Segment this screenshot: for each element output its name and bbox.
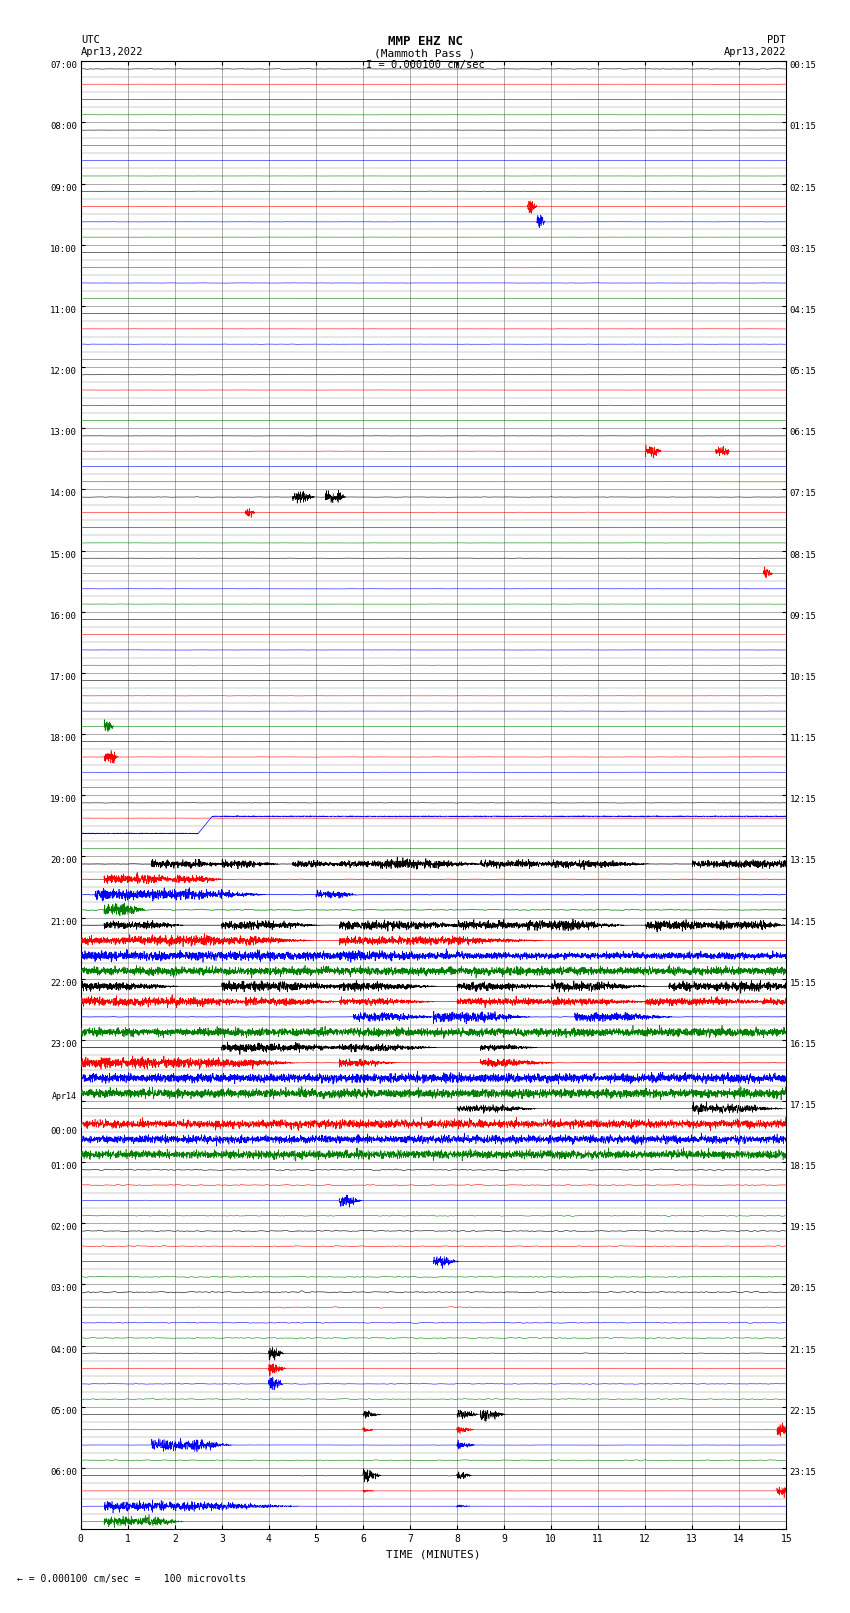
Text: 15:00: 15:00	[50, 550, 77, 560]
Text: 01:15: 01:15	[790, 123, 817, 131]
Text: 22:00: 22:00	[50, 979, 77, 987]
Text: 13:15: 13:15	[790, 857, 817, 865]
Text: Apr13,2022: Apr13,2022	[81, 47, 144, 56]
X-axis label: TIME (MINUTES): TIME (MINUTES)	[386, 1550, 481, 1560]
Text: 12:15: 12:15	[790, 795, 817, 805]
Text: 08:00: 08:00	[50, 123, 77, 131]
Text: 18:00: 18:00	[50, 734, 77, 744]
Text: 04:15: 04:15	[790, 306, 817, 315]
Text: 07:00: 07:00	[50, 61, 77, 71]
Text: 11:00: 11:00	[50, 306, 77, 315]
Text: 00:15: 00:15	[790, 61, 817, 71]
Text: 07:15: 07:15	[790, 489, 817, 498]
Text: 19:00: 19:00	[50, 795, 77, 805]
Text: Apr13,2022: Apr13,2022	[723, 47, 786, 56]
Text: 22:15: 22:15	[790, 1407, 817, 1416]
Text: 05:15: 05:15	[790, 368, 817, 376]
Text: 16:00: 16:00	[50, 611, 77, 621]
Text: UTC: UTC	[81, 35, 99, 45]
Text: PDT: PDT	[768, 35, 786, 45]
Text: I = 0.000100 cm/sec: I = 0.000100 cm/sec	[366, 60, 484, 69]
Text: 06:15: 06:15	[790, 429, 817, 437]
Text: 12:00: 12:00	[50, 368, 77, 376]
Text: 09:15: 09:15	[790, 611, 817, 621]
Text: 09:00: 09:00	[50, 184, 77, 192]
Text: MMP EHZ NC: MMP EHZ NC	[388, 35, 462, 48]
Text: 10:15: 10:15	[790, 673, 817, 682]
Text: 23:15: 23:15	[790, 1468, 817, 1478]
Text: 23:00: 23:00	[50, 1040, 77, 1048]
Text: 01:00: 01:00	[50, 1161, 77, 1171]
Text: ← = 0.000100 cm/sec =    100 microvolts: ← = 0.000100 cm/sec = 100 microvolts	[17, 1574, 246, 1584]
Text: 11:15: 11:15	[790, 734, 817, 744]
Text: 02:00: 02:00	[50, 1223, 77, 1232]
Text: 21:15: 21:15	[790, 1345, 817, 1355]
Text: 16:15: 16:15	[790, 1040, 817, 1048]
Text: 04:00: 04:00	[50, 1345, 77, 1355]
Text: 14:15: 14:15	[790, 918, 817, 926]
Text: 00:00: 00:00	[50, 1127, 77, 1136]
Text: 05:00: 05:00	[50, 1407, 77, 1416]
Text: 10:00: 10:00	[50, 245, 77, 253]
Text: 19:15: 19:15	[790, 1223, 817, 1232]
Text: 03:15: 03:15	[790, 245, 817, 253]
Text: 13:00: 13:00	[50, 429, 77, 437]
Text: 20:00: 20:00	[50, 857, 77, 865]
Text: 03:00: 03:00	[50, 1284, 77, 1294]
Text: 08:15: 08:15	[790, 550, 817, 560]
Text: 17:00: 17:00	[50, 673, 77, 682]
Text: 14:00: 14:00	[50, 489, 77, 498]
Text: Apr14: Apr14	[52, 1092, 77, 1102]
Text: 20:15: 20:15	[790, 1284, 817, 1294]
Text: 06:00: 06:00	[50, 1468, 77, 1478]
Text: 18:15: 18:15	[790, 1161, 817, 1171]
Text: 02:15: 02:15	[790, 184, 817, 192]
Text: (Mammoth Pass ): (Mammoth Pass )	[374, 48, 476, 58]
Text: 15:15: 15:15	[790, 979, 817, 987]
Text: 21:00: 21:00	[50, 918, 77, 926]
Text: 17:15: 17:15	[790, 1102, 817, 1110]
